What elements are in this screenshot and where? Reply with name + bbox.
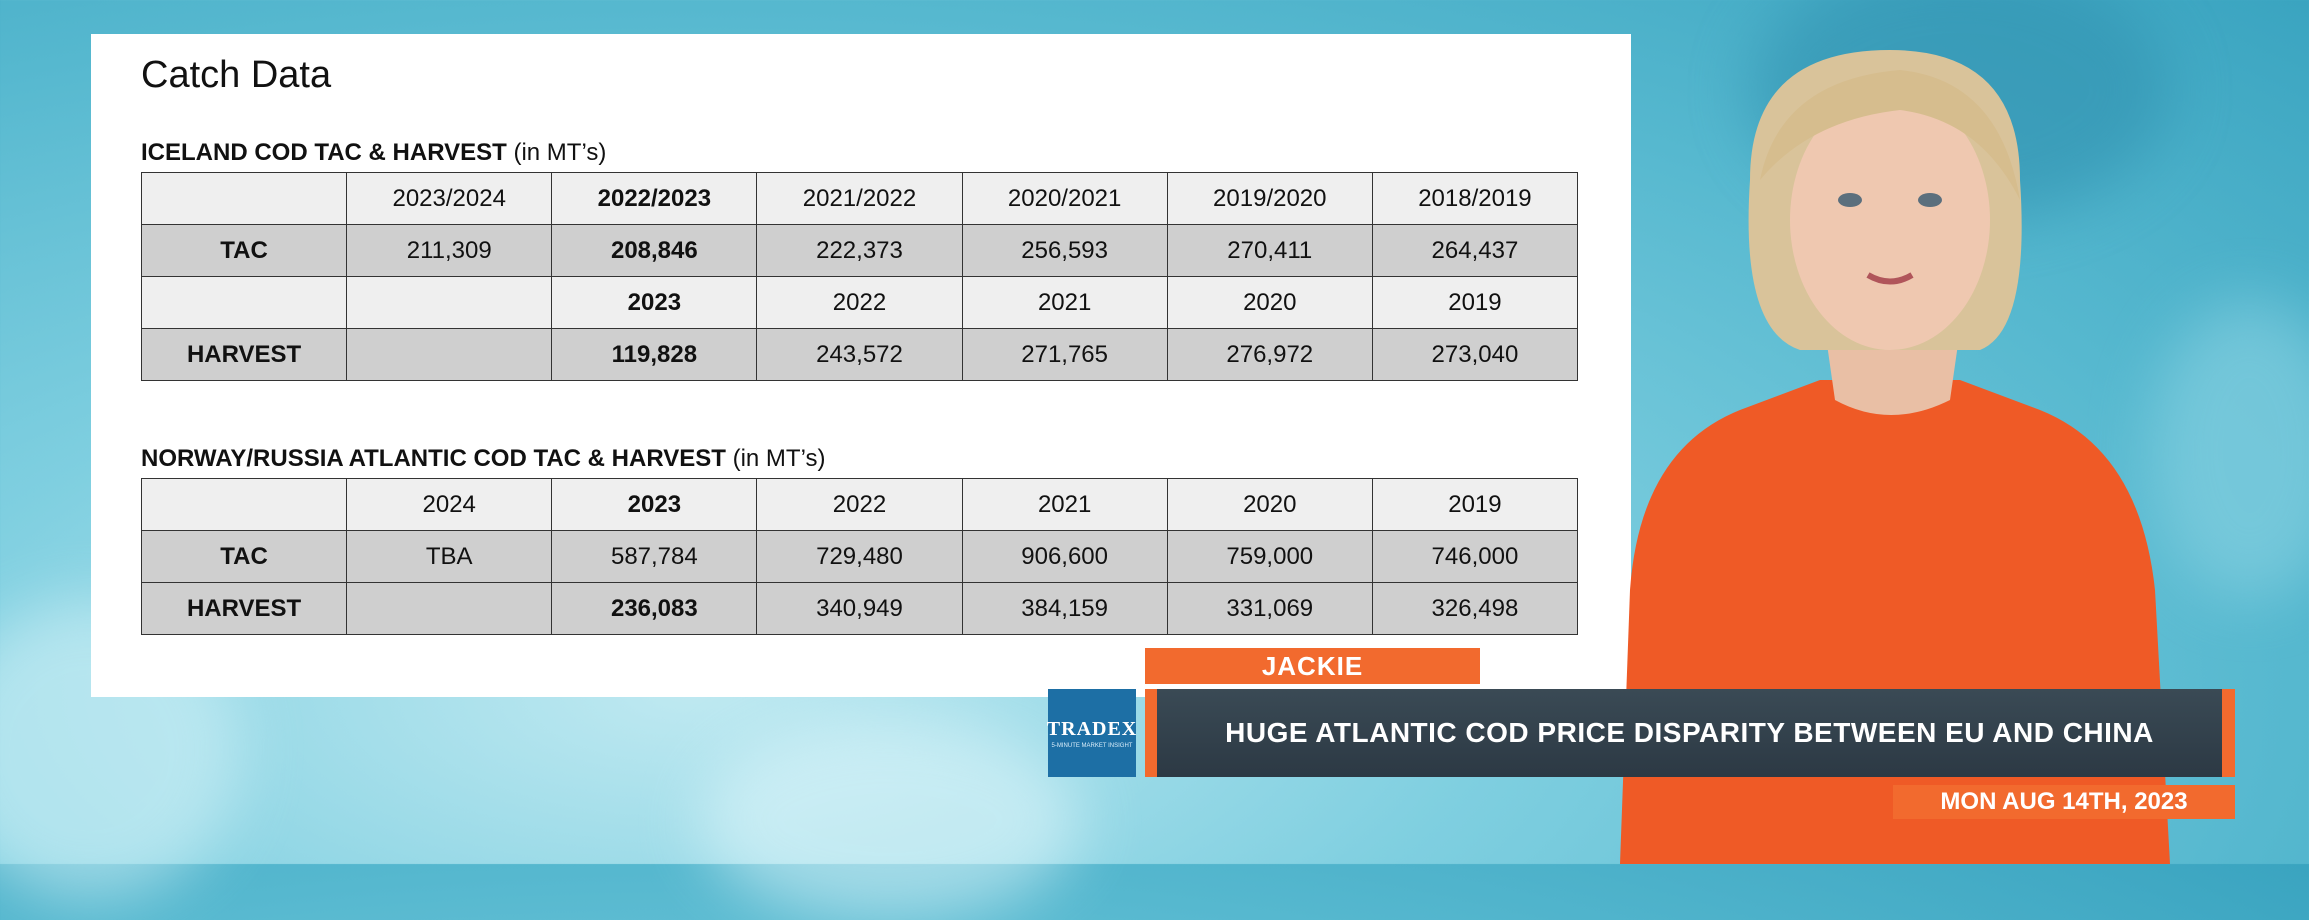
table-cell: 2019/2020	[1166, 172, 1373, 225]
table-cell: 2021/2022	[756, 172, 963, 225]
table-cell: 2020	[1166, 276, 1373, 329]
table-cell: 2023	[551, 276, 758, 329]
table-row: 2024 2023 2022 2021 2020 2019	[140, 478, 1579, 531]
norway-russia-cod-table: 2024 2023 2022 2021 2020 2019 TAC TBA 58…	[140, 478, 1579, 635]
table-cell	[346, 276, 553, 329]
table-cell: 243,572	[756, 328, 963, 381]
norway-caption-bold: NORWAY/RUSSIA ATLANTIC COD TAC & HARVEST	[141, 445, 726, 472]
table-row: TAC 211,309 208,846 222,373 256,593 270,…	[140, 224, 1579, 277]
table-cell: 2022	[756, 478, 963, 531]
logo-wordmark: TRADEX	[1046, 717, 1138, 740]
table-cell: 2023	[551, 478, 758, 531]
table-cell: 2020/2021	[961, 172, 1168, 225]
table-cell: TAC	[140, 530, 348, 583]
logo-tagline: 5-MINUTE MARKET INSIGHT	[1051, 742, 1133, 749]
tradex-logo: TRADEX 5-MINUTE MARKET INSIGHT	[1046, 689, 1138, 777]
table-cell: 746,000	[1371, 530, 1579, 583]
table-cell: 2019	[1371, 478, 1579, 531]
table-cell: 587,784	[551, 530, 758, 583]
iceland-caption-bold: ICELAND COD TAC & HARVEST	[141, 139, 507, 166]
table-cell: 2021	[961, 276, 1168, 329]
table-cell: 2022/2023	[551, 172, 758, 225]
catch-data-panel: Catch Data ICELAND COD TAC & HARVEST (in…	[91, 34, 1631, 697]
headline-text: HUGE ATLANTIC COD PRICE DISPARITY BETWEE…	[1157, 689, 2222, 777]
table-cell: 276,972	[1166, 328, 1373, 381]
table-cell: 2021	[961, 478, 1168, 531]
table-cell: 270,411	[1166, 224, 1373, 277]
table-cell: 906,600	[961, 530, 1168, 583]
iceland-table-caption: ICELAND COD TAC & HARVEST (in MT’s)	[141, 139, 606, 167]
table-cell: 119,828	[551, 328, 758, 381]
table-cell	[346, 328, 553, 381]
table-cell: 384,159	[961, 582, 1168, 635]
table-cell: 208,846	[551, 224, 758, 277]
table-cell: 326,498	[1371, 582, 1579, 635]
table-cell: 256,593	[961, 224, 1168, 277]
table-cell: 2022	[756, 276, 963, 329]
table-cell	[140, 172, 348, 225]
table-cell	[140, 478, 348, 531]
table-cell: 222,373	[756, 224, 963, 277]
table-cell: 236,083	[551, 582, 758, 635]
iceland-caption-unit: (in MT’s)	[506, 139, 607, 166]
table-cell: 331,069	[1166, 582, 1373, 635]
table-cell: 340,949	[756, 582, 963, 635]
iceland-cod-table: 2023/2024 2022/2023 2021/2022 2020/2021 …	[140, 172, 1579, 381]
panel-title: Catch Data	[141, 54, 332, 96]
table-cell: TBA	[346, 530, 553, 583]
table-row: 2023 2022 2021 2020 2019	[140, 276, 1579, 329]
table-cell: 759,000	[1166, 530, 1373, 583]
table-cell: 729,480	[756, 530, 963, 583]
presenter-name-tag: JACKIE	[1145, 648, 1480, 684]
table-cell: 211,309	[346, 224, 553, 277]
table-cell: 271,765	[961, 328, 1168, 381]
table-cell: 2023/2024	[346, 172, 553, 225]
table-row: HARVEST 236,083 340,949 384,159 331,069 …	[140, 582, 1579, 635]
table-cell: 2019	[1371, 276, 1579, 329]
date-tag: MON AUG 14TH, 2023	[1893, 785, 2235, 819]
table-row: TAC TBA 587,784 729,480 906,600 759,000 …	[140, 530, 1579, 583]
table-cell	[140, 276, 348, 329]
headline-bar: HUGE ATLANTIC COD PRICE DISPARITY BETWEE…	[1145, 689, 2235, 777]
table-cell: 2018/2019	[1371, 172, 1579, 225]
table-cell: 2024	[346, 478, 553, 531]
table-cell: 2020	[1166, 478, 1373, 531]
table-cell: 273,040	[1371, 328, 1579, 381]
table-cell: 264,437	[1371, 224, 1579, 277]
table-cell: TAC	[140, 224, 348, 277]
table-cell: HARVEST	[140, 328, 348, 381]
background-bokeh	[2150, 300, 2309, 600]
background-bokeh	[700, 720, 1080, 920]
norway-caption-unit: (in MT’s)	[725, 445, 826, 472]
table-cell	[346, 582, 553, 635]
table-row: 2023/2024 2022/2023 2021/2022 2020/2021 …	[140, 172, 1579, 225]
table-row: HARVEST 119,828 243,572 271,765 276,972 …	[140, 328, 1579, 381]
norway-table-caption: NORWAY/RUSSIA ATLANTIC COD TAC & HARVEST…	[141, 445, 825, 473]
table-cell: HARVEST	[140, 582, 348, 635]
